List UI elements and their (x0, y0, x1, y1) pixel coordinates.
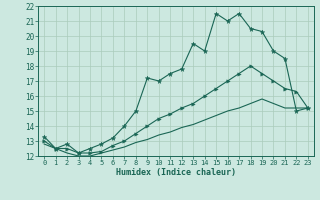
X-axis label: Humidex (Indice chaleur): Humidex (Indice chaleur) (116, 168, 236, 177)
